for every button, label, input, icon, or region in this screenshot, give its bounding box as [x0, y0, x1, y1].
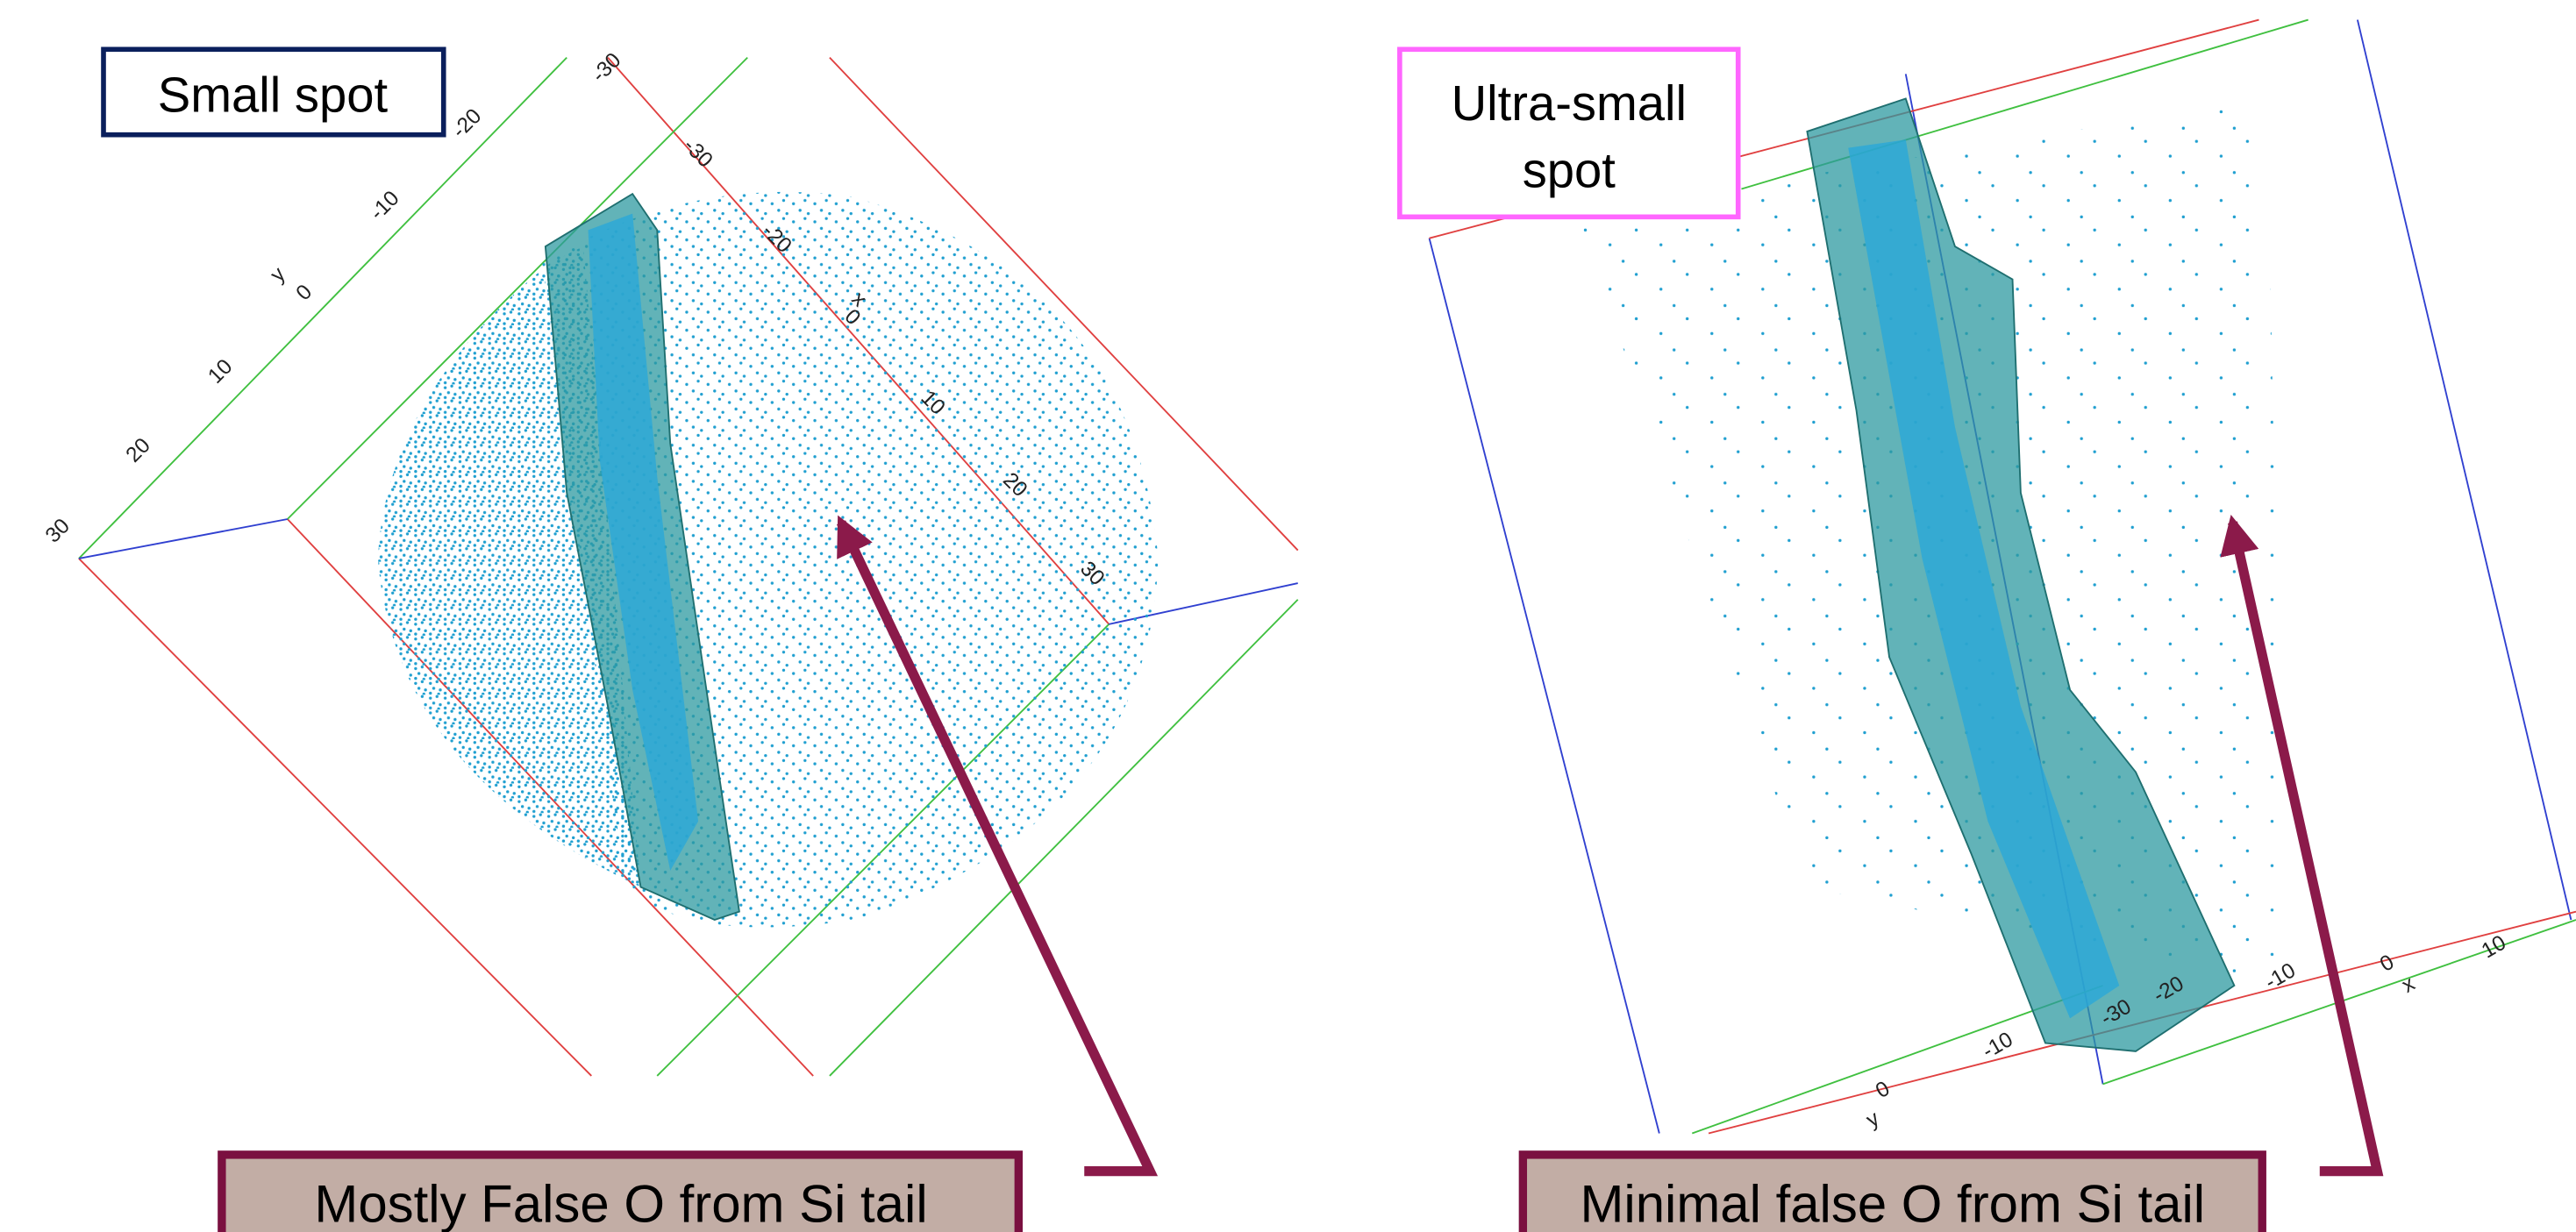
tick-label: 10 — [203, 355, 237, 388]
box-edge — [2358, 20, 2572, 920]
tick-label: 0 — [292, 280, 318, 305]
panel-label: spot — [1523, 143, 1616, 198]
tick-label: 0 — [2376, 951, 2398, 977]
caption: Minimal false O from Si tail — [1581, 1175, 2206, 1232]
tick-label: -10 — [1979, 1028, 2017, 1064]
tick-label: 0 — [1872, 1077, 1894, 1103]
caption: Mostly False O from Si tail — [314, 1175, 927, 1232]
tick-label: -30 — [679, 134, 717, 173]
right-panel: -10 0 y -30 -20 -10 0 x 10 Ultra-small s… — [1400, 20, 2576, 1232]
tick-label: 30 — [41, 514, 75, 547]
tick-label: -10 — [366, 187, 404, 225]
figure: -30 -20 -10 y 0 10 20 30 -30 -20 x 0 10 … — [0, 0, 2576, 1232]
box-edge — [1430, 239, 1659, 1134]
panel-label: Ultra-small — [1452, 75, 1687, 131]
axis-name: y — [1862, 1107, 1884, 1133]
tick-label: 20 — [122, 434, 155, 467]
tick-label: -20 — [447, 104, 486, 143]
left-panel: -30 -20 -10 y 0 10 20 30 -30 -20 x 0 10 … — [41, 48, 1298, 1232]
axis-name: y — [266, 262, 290, 287]
tick-label: -30 — [587, 48, 625, 87]
panel-label: Small spot — [158, 67, 389, 122]
box-edge — [79, 519, 288, 559]
